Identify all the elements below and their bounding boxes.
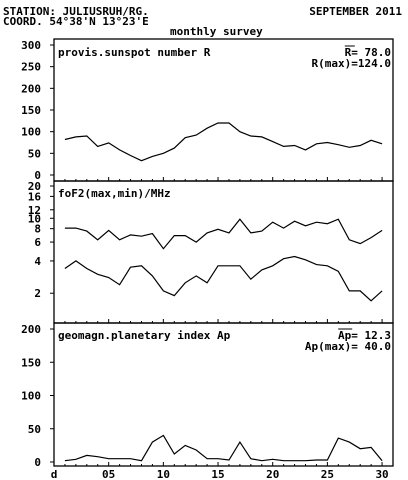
ap-ytick-label: 100 [21, 390, 41, 403]
x-tick-label: 05 [102, 468, 115, 480]
ap-stat: Ap= 12.3 [338, 329, 391, 342]
fof2-series-line-1 [64, 255, 383, 302]
sunspot-ytick-label: 250 [21, 61, 41, 74]
ap-title: geomagn.planetary index Ap [58, 329, 231, 342]
fof2-ytick-label: 20 [28, 180, 41, 193]
fof2-ytick-label: 6 [34, 236, 41, 249]
sunspot-ytick-label: 200 [21, 82, 41, 95]
ap-ytick-label: 150 [21, 356, 41, 369]
fof2-ytick-label: 8 [34, 223, 41, 236]
ap-ytick-label: 50 [28, 423, 41, 436]
sunspot-ytick-label: 150 [21, 104, 41, 117]
fof2-ytick-label: 16 [28, 190, 42, 203]
ap-ytick-label: 0 [34, 456, 41, 469]
x-tick-label: 15 [211, 468, 224, 480]
fof2-ytick-label: 10 [28, 212, 41, 225]
ap-ytick-label: 200 [21, 323, 41, 336]
fof2-ytick-label: 2 [34, 287, 41, 300]
sunspot-ytick-label: 50 [28, 147, 41, 160]
sunspot-stat: R= 78.0 [345, 46, 391, 59]
sunspot-title: provis.sunspot number R [58, 46, 211, 59]
fof2-frame [53, 180, 394, 324]
fof2-ytick-label: 4 [34, 255, 41, 268]
ap-series-line-0 [64, 434, 383, 462]
sunspot-ytick-label: 0 [34, 169, 41, 182]
fof2-title: foF2(max,min)/MHz [58, 187, 171, 200]
x-tick-label: 10 [157, 468, 170, 480]
ap-frame [53, 322, 394, 467]
survey-label: monthly survey [170, 25, 263, 38]
fof2-series-line-0 [64, 218, 383, 250]
x-tick-label: 30 [375, 468, 388, 480]
sunspot-ytick-label: 300 [21, 39, 41, 52]
x-tick-label: 25 [321, 468, 334, 480]
x-tick-label: d [51, 468, 58, 480]
station-label: STATION: JULIUSRUH/RG. [3, 5, 149, 18]
sunspot-series-line-0 [64, 122, 383, 162]
month-label: SEPTEMBER 2011 [309, 5, 402, 18]
ap-stat: Ap(max)= 40.0 [305, 340, 391, 353]
coord-label: COORD. 54°38'N 13°23'E [3, 15, 149, 28]
sunspot-stat: R(max)=124.0 [312, 57, 391, 70]
x-tick-label: 20 [266, 468, 279, 480]
fof2-ytick-label: 12 [28, 204, 41, 217]
sunspot-ytick-label: 100 [21, 126, 41, 139]
